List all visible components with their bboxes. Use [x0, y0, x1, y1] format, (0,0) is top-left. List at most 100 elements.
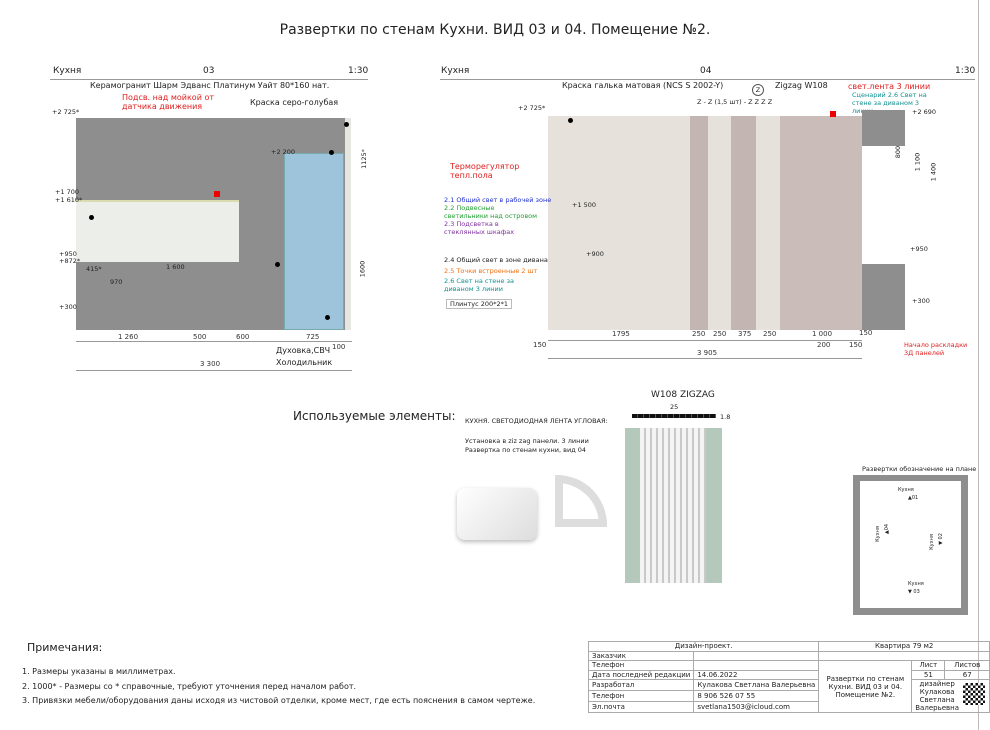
dim-375: 375 [738, 330, 752, 338]
sheet-title: Развертки по стенам Кухни. ВИД 03 и 04. … [818, 660, 913, 713]
dim-1600: 1 600 [166, 263, 185, 271]
thermo-label: Терморегулятор тепл.пола [450, 162, 520, 180]
phone-value: 8 906 526 07 55 [693, 690, 820, 702]
led-note: Развертка по стенам кухни, вид 04 [465, 446, 587, 454]
fridge [284, 153, 344, 330]
level-1500: +1 500 [572, 201, 597, 209]
sheet-label: Лист [911, 660, 946, 671]
dim-1000: 1 000 [812, 330, 833, 338]
dim-100: 100 [332, 343, 346, 351]
dim-800: 800 [894, 145, 903, 159]
plan-label: ▲04 [884, 523, 891, 535]
lower-cabinet [862, 264, 905, 330]
dim-3300: 3 300 [200, 360, 221, 368]
level-872: +872* [59, 257, 81, 265]
plan-label: Кухня [874, 526, 881, 542]
light-2-5: 2.5 Точки встроенные 2 шт [444, 267, 538, 275]
paint-label: Краска галька матовая (NCS S 2002-Y) [562, 81, 724, 90]
plan-label: Кухня [898, 487, 914, 493]
socket-dot [344, 122, 349, 127]
dim-200: 200 [817, 341, 831, 349]
level-300: +300 [59, 303, 77, 311]
oven-label: Духовка,СВЧ [276, 346, 331, 355]
plan-label: Кухня [908, 581, 924, 587]
led-profile-image [457, 488, 537, 540]
tile-label: Керамогранит Шарм Эдванс Платинум Уайт 8… [90, 81, 330, 90]
level-2200: +2 200 [271, 148, 296, 156]
plan-label: ▼ 02 [937, 533, 944, 545]
dim-1100: 1 100 [913, 152, 922, 172]
level-950: +950 [59, 250, 77, 258]
plan-label: Кухня [928, 534, 935, 550]
level-1700: +1 700 [55, 188, 80, 196]
frame-line [978, 0, 979, 730]
level-950: +950 [910, 245, 928, 253]
designer-cell: дизайнер Кулакова Светлана Валерьевна [911, 679, 990, 713]
designer-name: дизайнер Кулакова Светлана Валерьевна [915, 680, 959, 712]
backsplash [76, 200, 239, 262]
plan-label: ▲01 [908, 495, 919, 501]
sheets-total: 67 [944, 669, 990, 680]
start-label: Начало раскладки 3Д панелей [904, 341, 968, 357]
panel-profile [632, 414, 716, 418]
dim-970: 970 [110, 278, 123, 286]
dim-1795: 1795 [612, 330, 630, 338]
dim-250: 250 [713, 330, 727, 338]
level-right: +2 690 [912, 108, 937, 116]
phone-label: Телефон [587, 690, 695, 702]
socket-dot [89, 215, 94, 220]
note-item: 2. 1000* - Размеры со * справочные, треб… [22, 682, 357, 691]
dim-1400: 1 400 [929, 162, 938, 182]
dim-150: 150 [849, 341, 863, 349]
zigzag-label: Zigzag W108 [775, 81, 828, 90]
dev-name: Кулакова Светлана Валерьевна [693, 679, 820, 691]
dim-line [76, 341, 352, 342]
upper-cabinet [862, 110, 905, 146]
zigzag-panel [690, 116, 708, 330]
socket-dot [568, 118, 573, 123]
zigzag-panel [780, 116, 862, 330]
zigzag-panel [731, 116, 756, 330]
socket-dot [329, 150, 334, 155]
view-room: Кухня [53, 66, 82, 76]
dim-500: 500 [193, 333, 207, 341]
date-value: 14.06.2022 [693, 669, 820, 680]
led-title: КУХНЯ. СВЕТОДИОДНАЯ ЛЕНТА УГЛОВАЯ: [465, 417, 608, 425]
divider [440, 79, 975, 80]
view-scale: 1:30 [348, 66, 369, 76]
dim-250: 250 [692, 330, 706, 338]
phone-label: Телефон [587, 660, 695, 671]
dim-1260: 1 260 [118, 333, 139, 341]
page-title: Развертки по стенам Кухни. ВИД 03 и 04. … [279, 22, 711, 38]
level-1610: +1 610* [55, 196, 83, 204]
date-label: Дата последней редакции [587, 669, 695, 680]
sensor-marker [214, 191, 220, 197]
object-name: Квартира 79 м2 [818, 641, 990, 652]
customer-label: Заказчик [587, 650, 695, 661]
dim-415: 415* [86, 265, 102, 273]
light-2-3: 2.3 Подсветка в стеклянных шкафах [444, 220, 515, 236]
panel-title: W108 ZIGZAG [651, 390, 715, 400]
level-300: +300 [912, 297, 930, 305]
email-label: Эл.почта [587, 701, 695, 713]
divider [50, 79, 368, 80]
level-top: +2 725* [52, 108, 80, 116]
zigzag-marker: Z [752, 84, 764, 96]
dim-line [548, 340, 862, 341]
backlight-label: Подсв. над мойкой от датчика движения [122, 93, 214, 111]
dev-label: Разработал [587, 679, 695, 691]
panel-width: 25 [670, 403, 679, 411]
plinth-label: Плинтус 200*2*1 [446, 299, 512, 309]
email-value: svetlana1503@icloud.com [693, 701, 820, 713]
view-room: Кухня [441, 66, 470, 76]
light-2-2: 2.2 Подвесные светильники над островом [444, 204, 538, 220]
dim-line [76, 370, 352, 371]
project-type: Дизайн-проект. [587, 641, 820, 652]
fridge-label: Холодильник [276, 358, 333, 367]
notes-heading: Примечания: [27, 641, 103, 654]
level-900: +900 [586, 250, 604, 258]
dim-1600-v: 1600 [358, 260, 367, 278]
panel-height: 1.8 [720, 413, 731, 421]
strip-marker [830, 111, 836, 117]
led-profile-section [555, 475, 607, 527]
